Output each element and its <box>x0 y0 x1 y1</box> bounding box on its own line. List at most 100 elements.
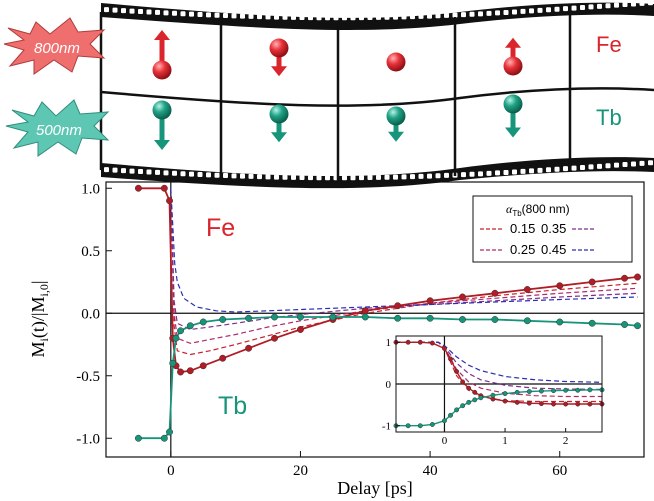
data-point <box>556 318 564 326</box>
tb-atom-icon <box>152 100 172 120</box>
inset-zero-lines <box>396 336 602 432</box>
perforation <box>308 175 313 181</box>
perforation <box>520 8 526 14</box>
series-line <box>170 188 638 356</box>
series-0-35 <box>396 341 603 390</box>
data-point <box>448 412 453 418</box>
data-point <box>219 316 227 323</box>
perforation <box>580 5 585 11</box>
data-point <box>563 401 569 407</box>
data-point <box>429 340 435 346</box>
x-tick-label: 1 <box>502 435 508 447</box>
data-point <box>466 399 472 405</box>
perforation <box>648 0 653 6</box>
perforation <box>214 172 220 178</box>
data-point <box>490 392 496 398</box>
data-point <box>472 389 478 395</box>
perforation <box>410 174 415 180</box>
data-point <box>514 399 520 405</box>
perforation <box>223 13 228 19</box>
perforation <box>359 15 364 21</box>
perforation <box>308 15 313 21</box>
x-tick-label: 60 <box>552 463 567 479</box>
perforation <box>401 174 407 180</box>
perforation <box>223 173 228 179</box>
data-point <box>551 388 556 394</box>
y-tick-label: 0.0 <box>81 307 100 323</box>
perforation <box>639 0 645 6</box>
perforation <box>155 9 160 15</box>
y-tick-label: -1.0 <box>76 432 100 448</box>
perforation <box>648 160 653 166</box>
perforation <box>597 163 602 169</box>
perforation <box>393 174 398 180</box>
fe-spin <box>152 30 172 80</box>
tb-atom-icon <box>269 104 289 124</box>
perforation <box>631 1 636 7</box>
data-point <box>166 197 173 205</box>
fe-atom-icon <box>503 56 523 76</box>
data-point <box>502 398 508 404</box>
perforation <box>333 15 339 21</box>
perforation <box>231 13 237 19</box>
perforation <box>469 171 475 177</box>
data-point <box>587 401 593 407</box>
perforation <box>410 14 415 20</box>
perforation <box>240 13 245 19</box>
annotation-tb: Tb <box>218 392 247 420</box>
perforation <box>367 175 373 181</box>
perforation <box>546 7 551 13</box>
y-tick-label: -1 <box>382 421 391 433</box>
perforation <box>529 8 534 14</box>
perforation <box>478 171 483 177</box>
film-strip <box>99 0 654 189</box>
data-point <box>491 289 499 297</box>
data-point <box>245 344 253 352</box>
x-tick-label: 20 <box>293 463 308 479</box>
series-0-45 <box>396 341 603 383</box>
data-point <box>514 389 520 395</box>
inset-chart: 0 1 2 1 0 -1 <box>382 335 605 447</box>
y-tick-label: 1.0 <box>81 182 100 198</box>
perforation <box>486 170 492 176</box>
series-line <box>170 188 638 313</box>
legend-label-0-25: 0.25 <box>510 242 535 257</box>
perforation <box>571 5 577 11</box>
perforation <box>180 171 186 177</box>
perforation <box>206 172 211 178</box>
data-point <box>177 327 184 335</box>
perforation <box>112 167 118 173</box>
data-point <box>219 354 227 362</box>
perforation <box>214 12 220 18</box>
data-point <box>526 400 532 406</box>
data-point <box>199 362 207 370</box>
perforation <box>435 173 441 179</box>
perforation <box>359 175 364 181</box>
data-point <box>460 403 466 409</box>
y-tick-label: 0 <box>386 379 392 391</box>
perforation <box>444 12 449 18</box>
data-point <box>134 434 142 442</box>
perforation <box>435 13 441 19</box>
perforation <box>512 9 517 15</box>
perforation <box>512 169 517 175</box>
data-point <box>245 314 253 322</box>
pump-label-bottom: 500nm <box>36 122 82 139</box>
arrow-head-icon <box>505 127 521 138</box>
perforation <box>563 6 568 12</box>
perforation <box>605 163 611 169</box>
y-tick-label: 1 <box>386 337 392 349</box>
data-point <box>271 334 278 342</box>
legend-label-0-15: 0.15 <box>510 221 535 236</box>
perforation <box>316 15 322 21</box>
perforation <box>614 162 619 168</box>
main-plot-frame <box>105 181 645 458</box>
perforation <box>367 15 373 21</box>
data-point <box>634 322 641 330</box>
arrow-head-icon <box>271 132 287 143</box>
series-0-15 <box>170 188 638 356</box>
perforation <box>291 174 296 180</box>
perforation <box>291 14 296 20</box>
perforation <box>172 10 177 16</box>
